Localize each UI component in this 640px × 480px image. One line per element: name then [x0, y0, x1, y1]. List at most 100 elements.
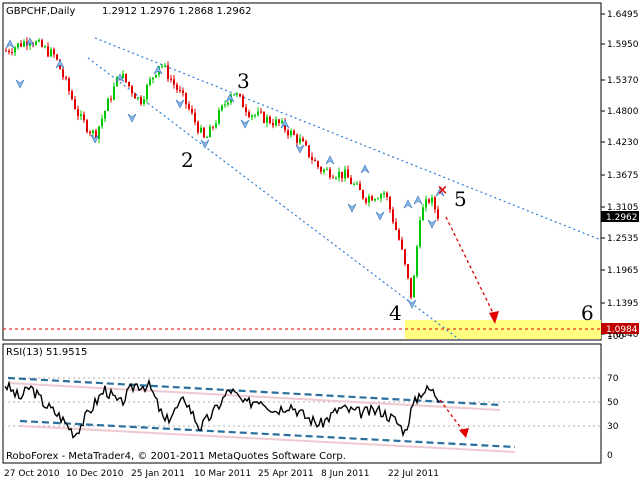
candle-body	[392, 209, 394, 223]
candle-body	[362, 190, 364, 199]
candle-body	[434, 197, 436, 210]
fractal-up-arrow	[225, 93, 235, 103]
candle-body	[353, 183, 355, 185]
rsi-tick-label: 0	[607, 451, 613, 461]
candle-body	[131, 86, 133, 94]
symbol-header: GBPCHF,Daily	[6, 6, 75, 17]
fractal-up-arrow	[403, 199, 413, 209]
price-tick-label: 1.1395	[607, 299, 639, 309]
candle-body	[197, 122, 199, 133]
forecast-arrowhead	[489, 311, 499, 324]
candle-body	[65, 77, 67, 79]
ohlc-header: 1.2912 1.2976 1.2868 1.2962	[102, 6, 252, 17]
candle-body	[332, 177, 334, 179]
time-tick-label: 27 Oct 2010	[4, 469, 60, 479]
rsi-axis: 100 70 50 30 0	[607, 332, 624, 461]
time-tick-label: 10 Mar 2011	[194, 469, 251, 479]
candle-body	[410, 277, 412, 298]
candle-body	[95, 130, 97, 139]
candle-body	[224, 104, 226, 106]
fractal-up-arrow	[413, 195, 423, 205]
candle-body	[8, 50, 10, 53]
fractal-up-arrow	[55, 59, 65, 69]
candle-body	[185, 92, 187, 105]
candle-body	[14, 47, 16, 53]
candle-body	[98, 126, 100, 139]
candle-body	[416, 246, 418, 276]
rsi-lower-channel	[19, 419, 516, 449]
candle-body	[326, 169, 328, 171]
wave-label-5: 5	[454, 187, 467, 211]
fractal-down-arrow	[427, 219, 437, 229]
price-tick-label: 1.5950	[607, 40, 639, 50]
candle-body	[386, 192, 388, 197]
candle-body	[350, 177, 352, 185]
candle-body	[395, 222, 397, 230]
rsi-line	[4, 378, 440, 439]
candle-body	[380, 194, 382, 199]
candle-body	[425, 199, 427, 208]
candle-body	[317, 161, 319, 168]
fractal-down-arrow	[175, 99, 185, 109]
candle-body	[404, 249, 406, 265]
candle-body	[257, 111, 259, 115]
candle-body	[203, 127, 205, 138]
price-tick-label: 1.3675	[607, 171, 639, 181]
fractal-arrows	[5, 37, 445, 309]
candle-body	[38, 39, 40, 42]
candle-body	[149, 79, 151, 86]
fractal-down-arrow	[200, 139, 210, 149]
candle-body	[86, 120, 88, 132]
candle-body	[206, 137, 208, 139]
price-panel-frame	[2, 2, 602, 341]
candle-body	[389, 196, 391, 210]
wave-label-6: 6	[581, 301, 594, 325]
candle-body	[233, 94, 235, 96]
candle-body	[398, 229, 400, 240]
time-tick-label: 8 Jun 2011	[321, 469, 369, 479]
candle-body	[215, 123, 217, 128]
candle-body	[293, 130, 295, 135]
candle-body	[104, 111, 106, 119]
upper-channel-line	[94, 37, 602, 241]
candle-body	[299, 138, 301, 143]
rsi-forecast-arrowhead	[459, 428, 469, 438]
candle-body	[11, 52, 13, 54]
candle-body	[320, 167, 322, 172]
candle-body	[44, 46, 46, 48]
fractal-down-arrow	[295, 144, 305, 154]
candle-body	[287, 130, 289, 136]
fractal-up-arrow	[25, 37, 35, 47]
wave-label-4: 4	[389, 301, 402, 325]
time-tick-label: 22 Jul 2011	[388, 469, 439, 479]
price-tick-label: 1.2535	[607, 234, 639, 244]
candle-body	[113, 86, 115, 100]
candle-body	[329, 169, 331, 178]
candle-body	[155, 74, 157, 78]
rsi-tick-label: 70	[607, 374, 619, 384]
candle-body	[335, 177, 337, 179]
candle-body	[323, 169, 325, 172]
candle-body	[194, 112, 196, 123]
wave-label-2: 2	[181, 148, 194, 172]
forecast-arrow	[445, 216, 496, 318]
rsi-tick-label: 30	[607, 422, 619, 432]
time-tick-label: 25 Apr 2011	[258, 469, 314, 479]
candle-body	[92, 130, 94, 134]
candle-body	[338, 171, 340, 178]
price-tick-label: 1.4800	[607, 107, 639, 117]
candle-body	[200, 127, 202, 133]
candle-body	[311, 156, 313, 160]
candle-body	[164, 65, 166, 67]
candle-body	[134, 93, 136, 99]
candle-body	[209, 126, 211, 138]
candle-body	[23, 41, 25, 47]
price-tick-label: 1.4230	[607, 138, 639, 148]
candle-body	[428, 199, 430, 203]
candle-body	[125, 73, 127, 82]
candle-body	[374, 198, 376, 201]
target-price-tag	[601, 323, 639, 334]
current-price-tag	[601, 211, 639, 222]
candle-body	[368, 196, 370, 203]
